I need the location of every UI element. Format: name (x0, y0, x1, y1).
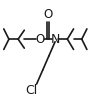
Text: O: O (44, 8, 53, 21)
Text: N: N (51, 33, 60, 46)
Text: O: O (35, 33, 44, 46)
Text: Cl: Cl (25, 84, 38, 97)
